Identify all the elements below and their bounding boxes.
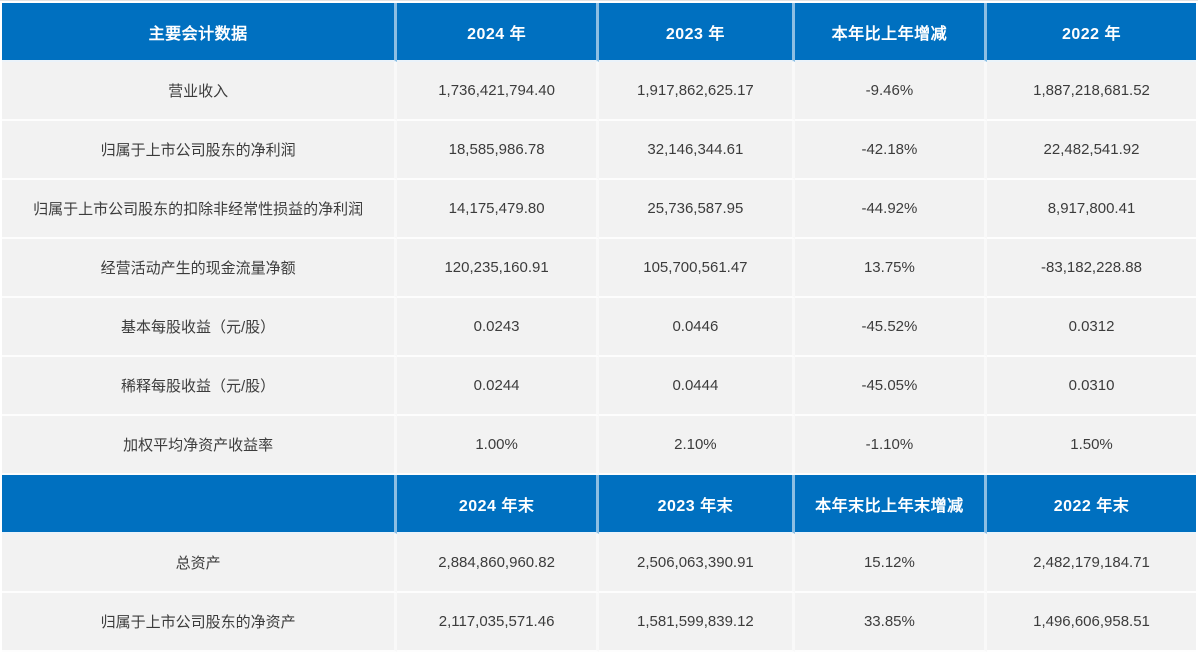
cell-value: 0.0312: [987, 298, 1196, 357]
column-header: 2022 年: [987, 3, 1196, 62]
table-row: 营业收入 1,736,421,794.40 1,917,862,625.17 -9.4…: [2, 62, 1196, 121]
header-row: 主要会计数据 2024 年 2023 年本年比上年增减 2022 年: [2, 3, 1196, 62]
cell-value: 18,585,986.78: [397, 121, 599, 180]
cell-value: 2,482,179,184.71: [987, 534, 1196, 593]
cell-value: 0.0244: [397, 357, 599, 416]
cell-value: 0.0444: [598, 357, 795, 416]
cell-value: 33.85%: [794, 593, 988, 652]
cell-value: -1.10%: [794, 416, 988, 475]
column-header: 2024 年: [397, 3, 599, 62]
column-header: 本年末比上年末增减: [794, 475, 988, 534]
row-label: 经营活动产生的现金流量净额: [2, 239, 398, 298]
table-row: 基本每股收益（元/股） 0.0243 0.0446 -45.52% 0.0312: [2, 298, 1196, 357]
cell-value: 105,700,561.47: [598, 239, 795, 298]
table-row: 加权平均净资产收益率 1.00% 2.10% -1.10% 1.50%: [2, 416, 1196, 475]
column-header: 2023 年: [598, 3, 795, 62]
row-label: 总资产: [2, 534, 398, 593]
cell-value: 15.12%: [794, 534, 988, 593]
row-label: 归属于上市公司股东的净资产: [2, 593, 398, 652]
table-row: 总资产 2,884,860,960.82 2,506,063,390.91 15.12…: [2, 534, 1196, 593]
cell-value: 2,506,063,390.91: [598, 534, 795, 593]
cell-value: -9.46%: [794, 62, 988, 121]
cell-value: -44.92%: [794, 180, 988, 239]
cell-value: 1,917,862,625.17: [598, 62, 795, 121]
table-row: 归属于上市公司股东的扣除非经常性损益的净利润 14,175,479.80 25,73…: [2, 180, 1196, 239]
cell-value: 1,887,218,681.52: [987, 62, 1196, 121]
header-row: 2024 年末 2023 年末 本年末比上年末增减 2022 年末: [2, 475, 1196, 534]
row-label: 稀释每股收益（元/股）: [2, 357, 398, 416]
cell-value: 1,736,421,794.40: [397, 62, 599, 121]
cell-value: 22,482,541.92: [987, 121, 1196, 180]
cell-value: 32,146,344.61: [598, 121, 795, 180]
column-header: 2024 年末: [397, 475, 599, 534]
cell-value: 13.75%: [794, 239, 988, 298]
cell-value: -83,182,228.88: [987, 239, 1196, 298]
column-header: 本年比上年增减: [794, 3, 988, 62]
cell-value: -45.05%: [794, 357, 988, 416]
column-header: 2022 年末: [987, 475, 1196, 534]
cell-value: 0.0446: [598, 298, 795, 357]
financial-summary-table: 主要会计数据 2024 年 2023 年本年比上年增减 2022 年营业收入 1,736…: [2, 3, 1196, 652]
row-label: 加权平均净资产收益率: [2, 416, 398, 475]
row-label: 归属于上市公司股东的扣除非经常性损益的净利润: [2, 180, 398, 239]
table-row: 归属于上市公司股东的净利润 18,585,986.78 32,146,344.61-…: [2, 121, 1196, 180]
cell-value: 1,581,599,839.12: [598, 593, 795, 652]
cell-value: 2,884,860,960.82: [397, 534, 599, 593]
cell-value: 0.0310: [987, 357, 1196, 416]
column-header: 2023 年末: [598, 475, 795, 534]
table-row: 稀释每股收益（元/股） 0.0244 0.0444 -45.05% 0.0310: [2, 357, 1196, 416]
cell-value: 1,496,606,958.51: [987, 593, 1196, 652]
row-label: 基本每股收益（元/股）: [2, 298, 398, 357]
table-row: 经营活动产生的现金流量净额 120,235,160.91 105,700,561.4…: [2, 239, 1196, 298]
cell-value: -42.18%: [794, 121, 988, 180]
cell-value: 1.00%: [397, 416, 599, 475]
cell-value: -45.52%: [794, 298, 988, 357]
column-header: 主要会计数据: [2, 3, 398, 62]
column-header: [2, 475, 398, 534]
row-label: 营业收入: [2, 62, 398, 121]
cell-value: 2.10%: [598, 416, 795, 475]
row-label: 归属于上市公司股东的净利润: [2, 121, 398, 180]
cell-value: 8,917,800.41: [987, 180, 1196, 239]
cell-value: 120,235,160.91: [397, 239, 599, 298]
table-row: 归属于上市公司股东的净资产 2,117,035,571.46 1,581,599,8…: [2, 593, 1196, 652]
cell-value: 14,175,479.80: [397, 180, 599, 239]
cell-value: 25,736,587.95: [598, 180, 795, 239]
cell-value: 2,117,035,571.46: [397, 593, 599, 652]
cell-value: 1.50%: [987, 416, 1196, 475]
cell-value: 0.0243: [397, 298, 599, 357]
